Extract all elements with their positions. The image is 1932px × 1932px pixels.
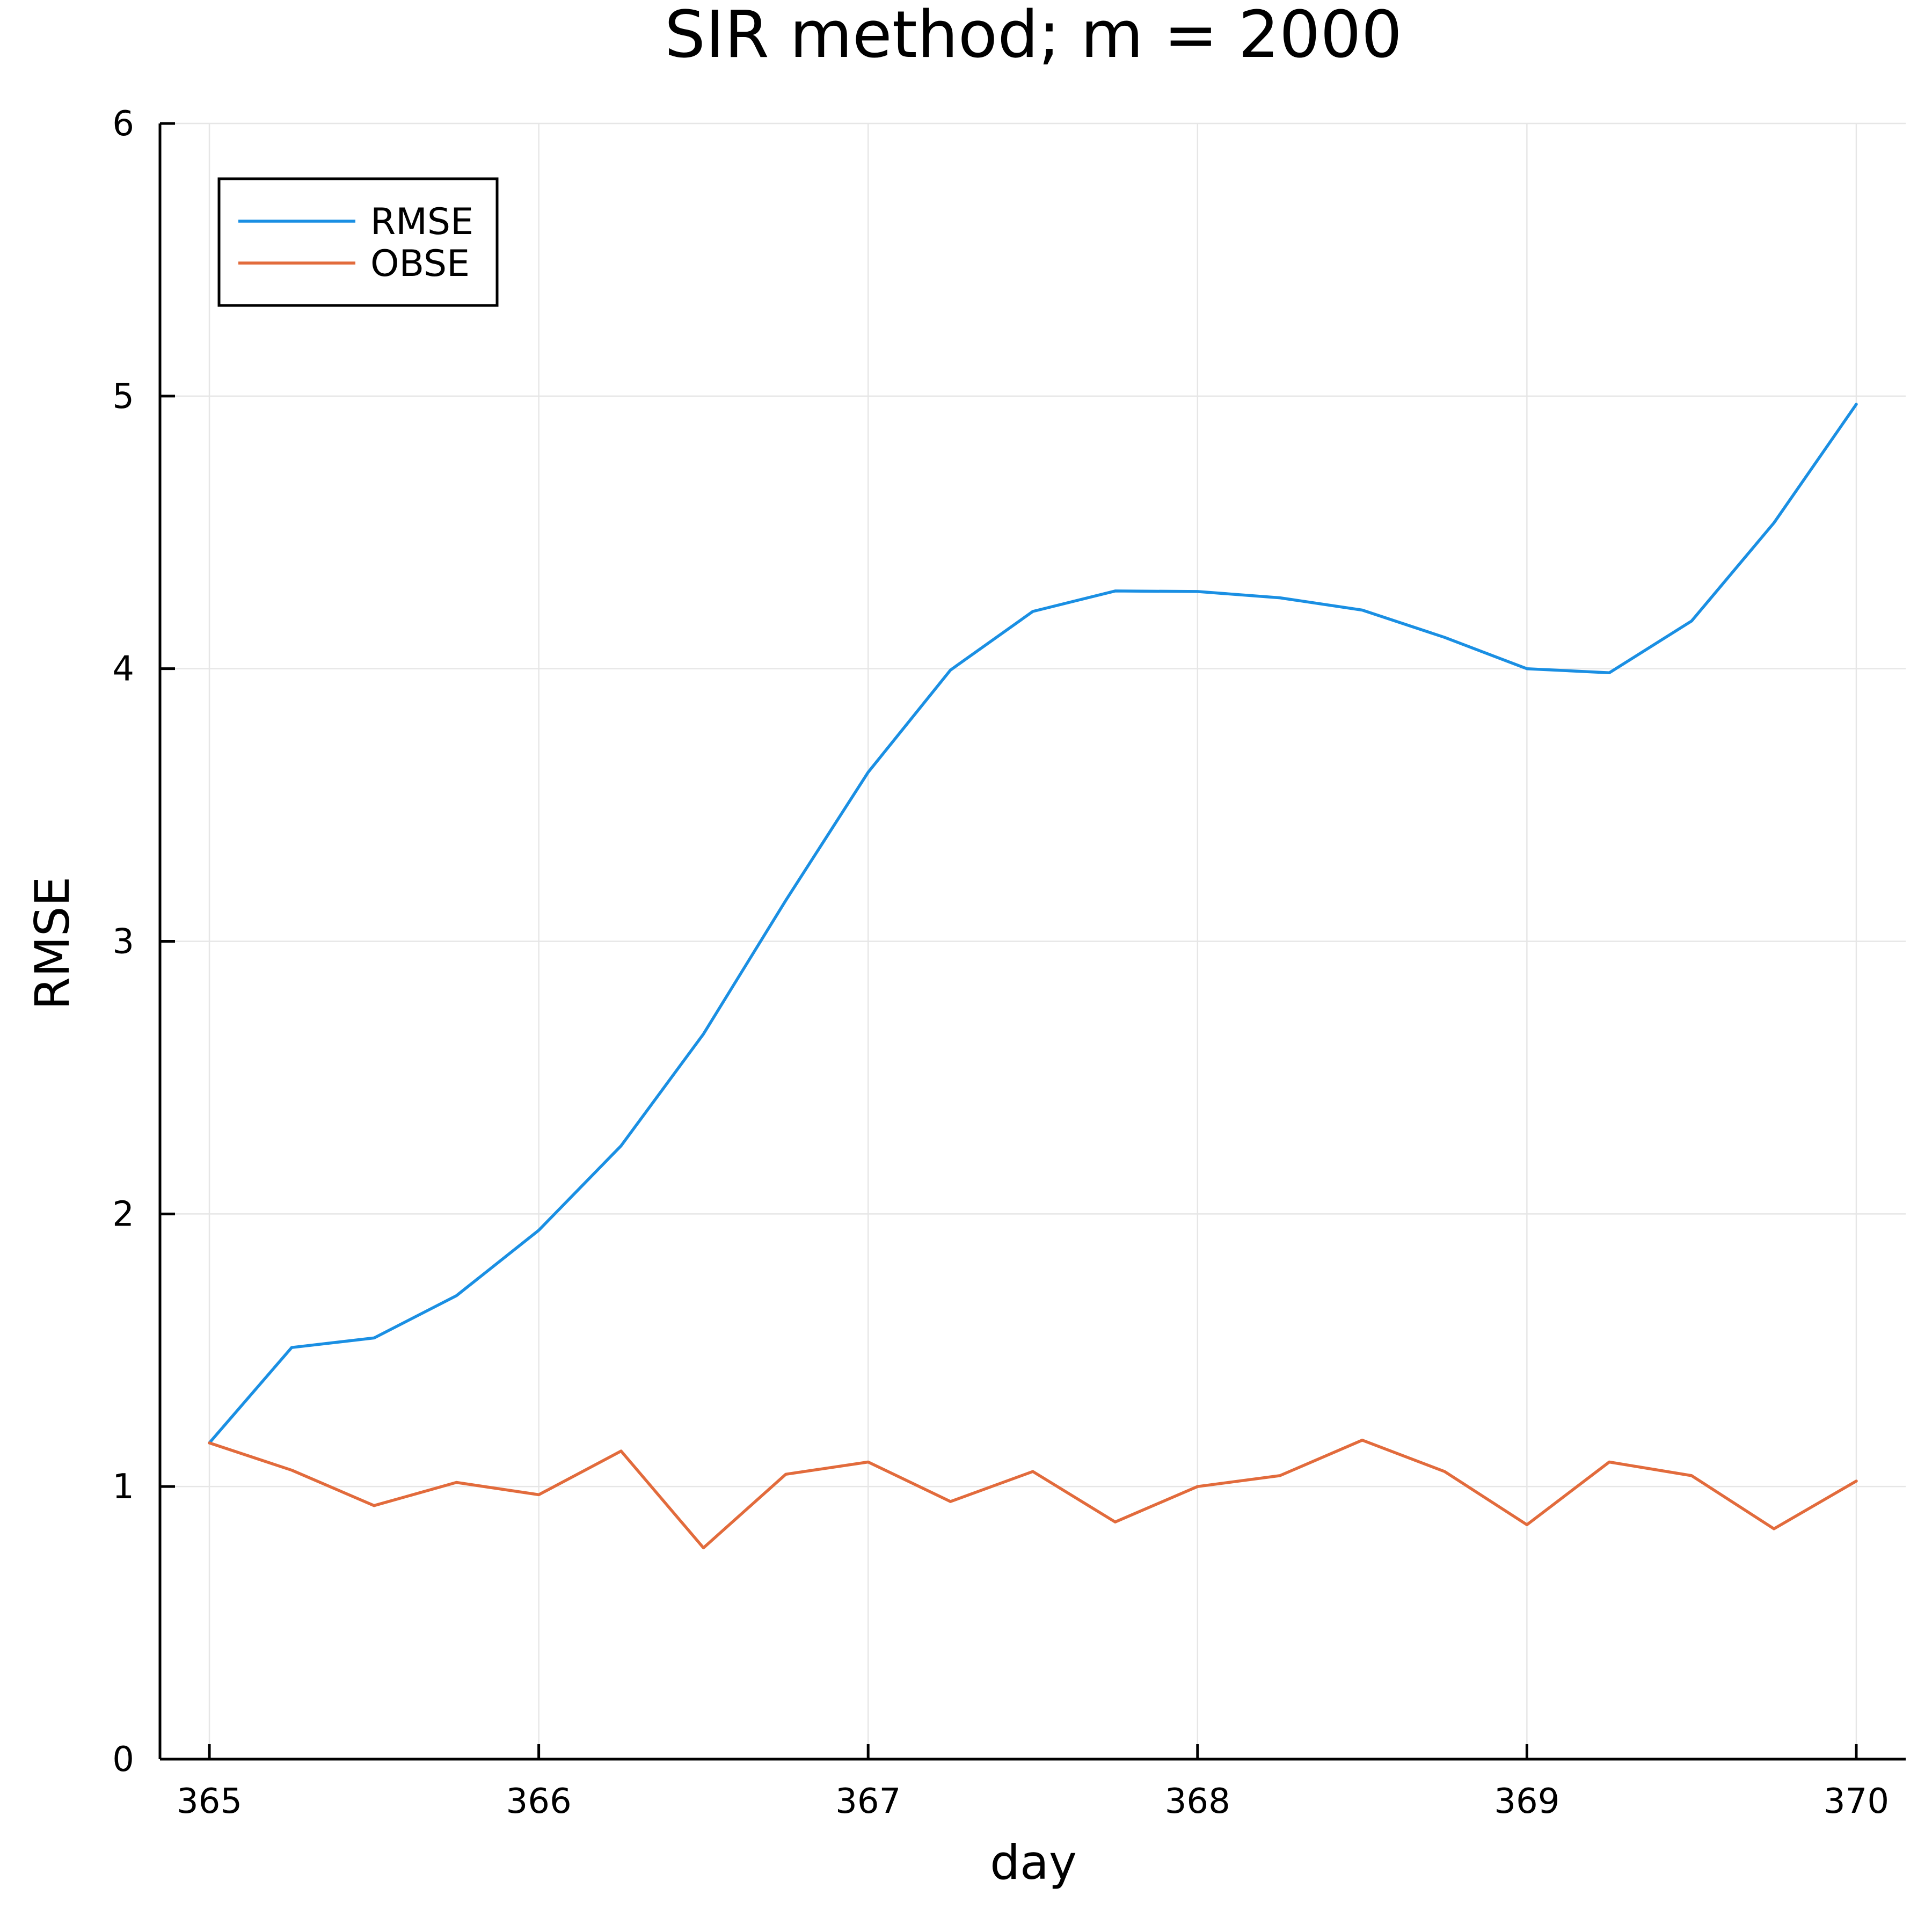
- x-tick-label: 366: [506, 1782, 572, 1821]
- x-tick-label: 369: [1494, 1782, 1559, 1821]
- legend-label-rmse: RMSE: [370, 201, 473, 243]
- y-tick-label: 3: [112, 922, 134, 962]
- chart-title: SIR method; m = 2000: [665, 0, 1402, 72]
- legend-box: [217, 177, 499, 307]
- axes: [158, 122, 1906, 1761]
- x-tick-label: 368: [1165, 1782, 1230, 1821]
- y-tick-label: 1: [112, 1467, 134, 1507]
- x-tick-label: 367: [835, 1782, 901, 1821]
- y-tick-label: 6: [112, 104, 134, 144]
- series-line-rmse: [208, 403, 1858, 1445]
- y-tick-label: 0: [112, 1740, 134, 1780]
- y-axis-label: RMSE: [25, 877, 80, 1010]
- x-tick-label: 370: [1824, 1782, 1889, 1821]
- y-tick-label: 2: [112, 1194, 134, 1234]
- series-lines: [208, 403, 1858, 1550]
- x-axis-label: day: [990, 1835, 1077, 1890]
- y-tick-label: 4: [112, 650, 134, 689]
- tick-labels: 365 366 367 368 369 370 0 1 2 3 4 5 6: [112, 104, 1889, 1821]
- x-tick-label: 365: [177, 1782, 242, 1821]
- y-tick-label: 5: [112, 377, 134, 417]
- series-line-obse: [208, 1439, 1858, 1550]
- legend-label-obse: OBSE: [370, 243, 470, 285]
